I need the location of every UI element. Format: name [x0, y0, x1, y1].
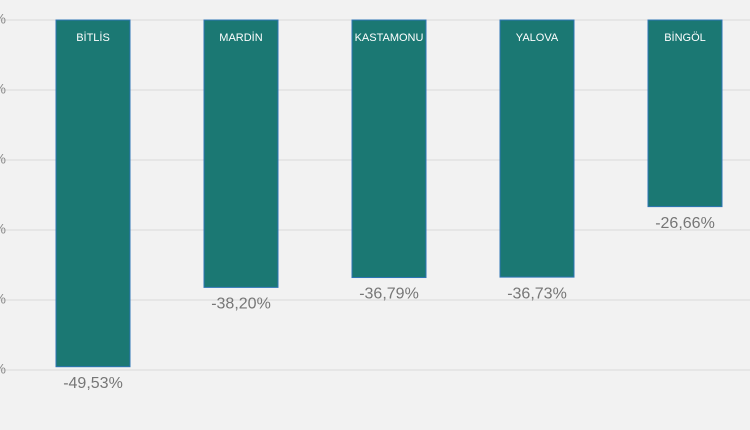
value-label: -38,20% [211, 296, 271, 313]
category-label: MARDİN [219, 31, 262, 44]
value-label: -49,53% [63, 375, 123, 392]
y-tick-label: -40% [0, 291, 6, 307]
y-tick-label: -10% [0, 81, 6, 97]
category-label: BİNGÖL [664, 31, 706, 44]
y-tick-label: -20% [0, 151, 6, 167]
category-label: YALOVA [516, 32, 559, 44]
y-tick-label: -30% [0, 221, 6, 237]
bar [351, 19, 427, 279]
bar [499, 19, 575, 278]
category-label: KASTAMONU [355, 32, 424, 44]
category-label: BİTLİS [76, 31, 110, 44]
y-tick-label: -50% [0, 361, 6, 377]
y-tick-label: 0% [0, 11, 6, 27]
bar [55, 19, 131, 368]
bar [647, 19, 723, 208]
value-label: -36,73% [507, 285, 567, 302]
value-label: -26,66% [655, 215, 715, 232]
bar [203, 19, 279, 288]
value-label: -36,79% [359, 286, 419, 303]
